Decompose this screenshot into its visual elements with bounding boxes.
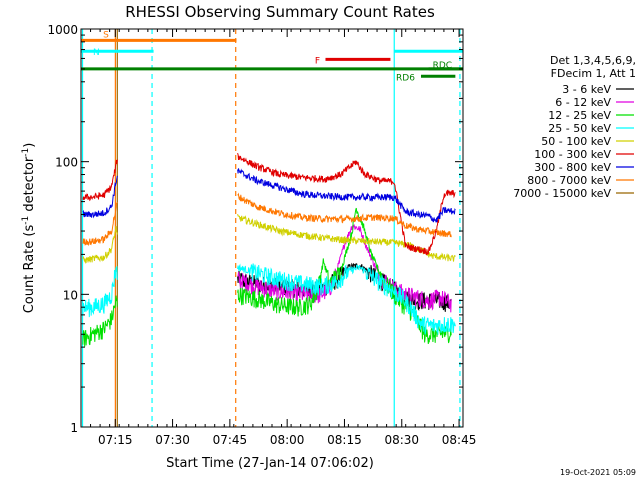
- flag-label-n-1: N: [93, 48, 100, 58]
- y-tick-label-10: 10: [63, 288, 78, 302]
- x-tick-label-07-15: 07:15: [98, 433, 133, 447]
- x-tick-label-08-45: 08:45: [442, 433, 477, 447]
- y-tick-label-1000: 1000: [47, 23, 78, 37]
- flag-label-s-0: S: [103, 30, 109, 40]
- y-tick-label-100: 100: [55, 156, 78, 170]
- legend-label-800-7000-kev: 800 - 7000 keV: [527, 174, 611, 187]
- legend-label-12-25-kev: 12 - 25 keV: [548, 109, 611, 122]
- y-axis-label: Count Rate (s-1 detector-1): [21, 143, 37, 314]
- event-markers: [81, 29, 461, 427]
- legend-label-100-300-kev: 100 - 300 keV: [534, 148, 611, 161]
- legend-header-1: FDecim 1, Att 1: [551, 67, 636, 80]
- legend-label-300-800-kev: 300 - 800 keV: [534, 161, 611, 174]
- legend-label-3-6-kev: 3 - 6 keV: [562, 83, 611, 96]
- x-tick-label-08-00: 08:00: [270, 433, 305, 447]
- flag-label-rd6-5: RD6: [396, 73, 415, 83]
- flag-label-f-3: F: [315, 56, 320, 66]
- y-axis-ticks: 1 10 100 1000: [47, 23, 463, 435]
- y-axis-label-end: ): [22, 143, 37, 148]
- y-tick-label-1: 1: [70, 421, 78, 435]
- y-axis-label-main: Count Rate (s: [22, 225, 37, 314]
- x-tick-label-08-30: 08:30: [384, 433, 419, 447]
- y-axis-label-sup2: -1: [21, 148, 31, 157]
- series-100-300-kev-seg-0: [82, 159, 118, 202]
- series-50-100-kev-seg-0: [82, 225, 118, 264]
- series-25-50-kev-seg-1: [237, 263, 456, 335]
- series-6-12-kev-seg-0: [237, 223, 452, 313]
- legend-label-25-50-kev: 25 - 50 keV: [548, 122, 611, 135]
- y-axis-label-sup1: -1: [21, 216, 31, 225]
- legend-label-7000-15000-kev: 7000 - 15000 keV: [513, 187, 611, 200]
- series-300-800-kev-seg-0: [82, 175, 118, 219]
- series-50-100-kev-seg-1: [237, 213, 456, 262]
- series-800-7000-kev-seg-0: [82, 201, 118, 247]
- x-axis-ticks: 07:15 07:30 07:45 08:00 08:15 08:30 08:45: [80, 29, 477, 447]
- x-tick-label-07-30: 07:30: [155, 433, 190, 447]
- legend-label-50-100-kev: 50 - 100 keV: [541, 135, 611, 148]
- chart-title: RHESSI Observing Summary Count Rates: [125, 3, 435, 21]
- flag-bars: SN F RD6 RDC: [81, 30, 463, 83]
- series-12-25-kev-seg-0: [82, 295, 118, 347]
- series-100-300-kev-seg-1: [237, 152, 456, 256]
- legend: Det 1,3,4,5,6,9,FDecim 1, Att 1 3 - 6 keV…: [513, 54, 636, 200]
- x-tick-label-08-15: 08:15: [327, 433, 362, 447]
- legend-header-0: Det 1,3,4,5,6,9,: [550, 54, 636, 67]
- series-800-7000-kev-seg-1: [237, 192, 452, 238]
- timestamp: 19-Oct-2021 05:09: [560, 468, 636, 477]
- series-lines: [82, 152, 456, 347]
- series-300-800-kev-seg-1: [237, 168, 456, 223]
- series-25-50-kev-seg-0: [82, 266, 118, 318]
- x-tick-label-07-45: 07:45: [213, 433, 248, 447]
- x-axis-label: Start Time (27-Jan-14 07:06:02): [166, 456, 374, 471]
- legend-label-6-12-kev: 6 - 12 keV: [555, 96, 611, 109]
- y-axis-label-mid: detector: [22, 156, 37, 216]
- flag-label-rdc-6: RDC: [433, 61, 452, 71]
